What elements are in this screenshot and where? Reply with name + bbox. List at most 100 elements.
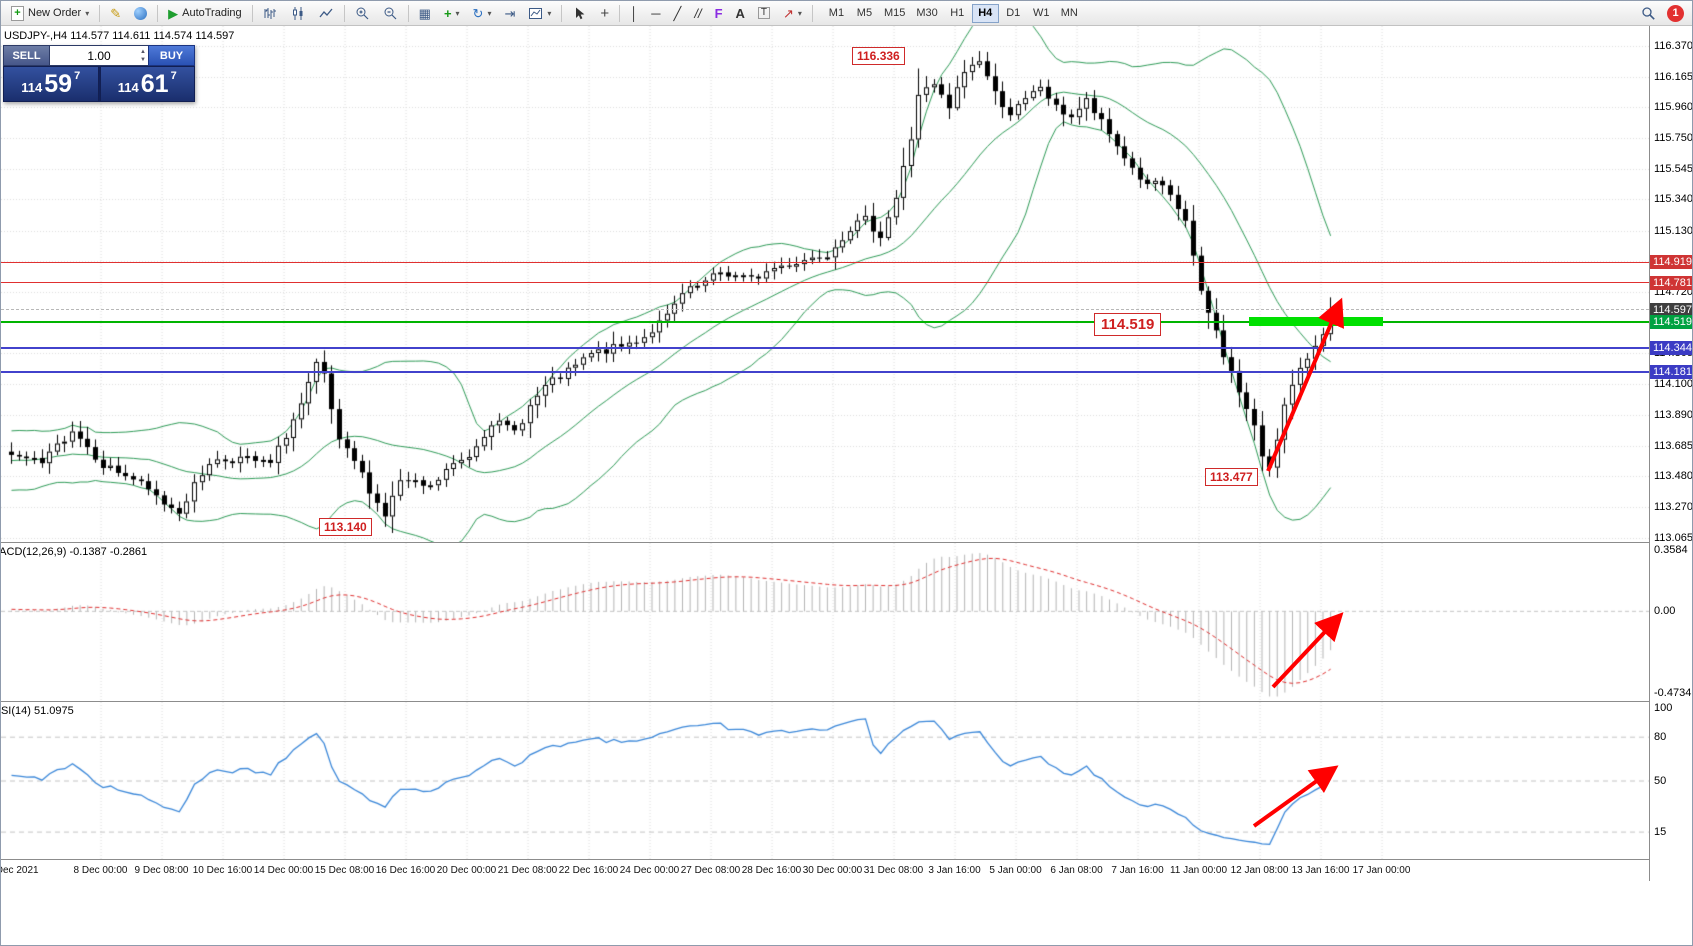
- price-axis-label: 116.165: [1654, 70, 1693, 83]
- options-button[interactable]: [128, 3, 153, 24]
- arrows-tool-button[interactable]: ↗ ▾: [777, 3, 808, 24]
- trendline-button[interactable]: ╱: [668, 3, 688, 24]
- cursor-button[interactable]: [566, 3, 593, 24]
- time-axis-label: 17 Jan 00:00: [1352, 865, 1411, 876]
- macd-label: MACD(12,26,9) -0.1387 -0.2861: [1, 546, 148, 558]
- indicators-button[interactable]: + ▾: [438, 3, 466, 24]
- ask-big: 114: [117, 79, 139, 95]
- search-button[interactable]: [1635, 3, 1662, 24]
- text-button[interactable]: A: [730, 3, 751, 24]
- trend-arrow[interactable]: [1252, 765, 1339, 828]
- text-label-button[interactable]: T: [752, 3, 776, 24]
- tile-windows-button[interactable]: ▦: [413, 3, 437, 24]
- price-axis[interactable]: 116.370 116.165 115.960 115.750 115.545 115.3…: [1649, 26, 1693, 881]
- price-tag: 114.181: [1650, 364, 1692, 379]
- vertical-line-button[interactable]: │: [624, 3, 644, 24]
- macd-indicator-canvas[interactable]: [1, 543, 1649, 701]
- price-tag: 114.597: [1650, 302, 1692, 317]
- zoom-out-button[interactable]: [377, 3, 404, 24]
- line-chart-icon: [319, 6, 334, 21]
- time-axis-label: 22 Dec 16:00: [558, 865, 619, 876]
- candlestick-chart-button[interactable]: [285, 3, 312, 24]
- horizontal-line-button[interactable]: ─: [645, 3, 666, 24]
- search-icon: [1641, 6, 1656, 21]
- price-chart-canvas[interactable]: [1, 26, 1649, 542]
- notification-badge[interactable]: 1: [1667, 4, 1684, 22]
- horizontal-line-114597[interactable]: [1, 309, 1649, 311]
- crosshair-button[interactable]: +: [594, 3, 615, 24]
- timeframe-d1[interactable]: D1: [1000, 4, 1027, 23]
- timeframe-h1[interactable]: H1: [944, 4, 971, 23]
- horizontal-line-114344[interactable]: [1, 346, 1649, 349]
- candlestick-icon: [291, 6, 306, 21]
- volume-input[interactable]: 1.00 ▲ ▼: [50, 45, 148, 66]
- time-axis-label: 11 Jan 00:00: [1169, 865, 1228, 876]
- time-axis-label: 24 Dec 00:00: [619, 865, 680, 876]
- channel-icon: //: [694, 5, 702, 21]
- chevron-down-icon: ▾: [85, 8, 90, 18]
- spinner-up-icon[interactable]: ▲: [140, 49, 146, 55]
- time-axis-label: 30 Dec 00:00: [802, 865, 863, 876]
- new-order-button[interactable]: + New Order ▾: [5, 3, 95, 24]
- equidistant-channel-button[interactable]: //: [688, 3, 707, 24]
- line-chart-button[interactable]: [313, 3, 340, 24]
- price-annotation[interactable]: 113.140: [319, 518, 372, 536]
- timeframe-mn[interactable]: MN: [1056, 4, 1083, 23]
- horizontal-line-114181[interactable]: [1, 370, 1649, 373]
- green-zone-rectangle[interactable]: [1249, 317, 1383, 326]
- templates-button[interactable]: ▾: [522, 3, 557, 24]
- autotrading-button[interactable]: ▶ AutoTrading: [162, 3, 248, 24]
- macd-axis-label: 0.00: [1654, 605, 1676, 618]
- price-annotation[interactable]: 116.336: [852, 47, 905, 65]
- timeframe-h4[interactable]: H4: [971, 3, 999, 23]
- horizontal-line-114919[interactable]: [1, 261, 1649, 263]
- price-annotation[interactable]: 114.519: [1094, 313, 1162, 336]
- zoom-in-button[interactable]: [349, 3, 376, 24]
- time-axis-label: 15 Dec 08:00: [314, 865, 375, 876]
- options-icon: [134, 6, 148, 20]
- price-annotation[interactable]: 113.477: [1205, 468, 1258, 486]
- rsi-axis-label: 15: [1654, 826, 1667, 839]
- auto-scroll-button[interactable]: ↻ ▾: [467, 3, 498, 24]
- rsi-indicator-canvas[interactable]: [1, 702, 1649, 859]
- sell-price-button[interactable]: 114 59 7: [3, 66, 99, 102]
- chart-shift-button[interactable]: ⇥: [498, 3, 521, 24]
- buy-price-button[interactable]: 114 61 7: [99, 66, 195, 102]
- pane-splitter[interactable]: [1, 701, 1692, 702]
- rsi-label: RSI(14) 51.0975: [1, 705, 74, 717]
- timeframe-toolbar: M1 M5 M15 M30 H1 H4 D1 W1 MN: [823, 3, 1083, 23]
- chevron-down-icon: ▾: [487, 8, 492, 18]
- time-axis-label: 16 Dec 16:00: [375, 865, 436, 876]
- timeframe-m5[interactable]: M5: [851, 4, 878, 23]
- ask-pips: 61: [140, 70, 169, 98]
- timeframe-m15[interactable]: M15: [879, 4, 910, 23]
- spinner-down-icon[interactable]: ▼: [140, 57, 146, 63]
- horizontal-line-114519[interactable]: [1, 320, 1649, 323]
- pane-splitter[interactable]: [1, 542, 1692, 543]
- metaeditor-button[interactable]: ✎: [104, 3, 127, 24]
- time-axis-label: 9 Dec 08:00: [134, 865, 189, 876]
- price-tag: 114.781: [1650, 275, 1692, 290]
- time-axis-label: 12 Jan 08:00: [1230, 865, 1289, 876]
- fibonacci-button[interactable]: F: [709, 3, 729, 24]
- toolbar-separator: [561, 4, 563, 22]
- pane-splitter: [1, 859, 1692, 860]
- volume-spinner[interactable]: ▲ ▼: [140, 48, 146, 64]
- timeframe-m30[interactable]: M30: [911, 4, 942, 23]
- one-click-trading-panel: SELL 1.00 ▲ ▼ BUY 114 59 7 114: [3, 45, 195, 102]
- timeframe-w1[interactable]: W1: [1028, 4, 1055, 23]
- timeframe-m1[interactable]: M1: [823, 4, 850, 23]
- text-icon: A: [735, 5, 745, 21]
- trend-arrow[interactable]: [1271, 612, 1344, 689]
- time-axis-label: 7 Dec 2021: [1, 865, 39, 876]
- bar-chart-button[interactable]: [257, 3, 284, 24]
- rsi-axis-label: 80: [1654, 731, 1667, 744]
- chevron-down-icon: ▾: [547, 8, 552, 18]
- sell-button[interactable]: SELL: [3, 45, 50, 66]
- trend-arrow[interactable]: [1266, 297, 1345, 472]
- symbol-info: USDJPY-,H4 114.577 114.611 114.574 114.5…: [4, 30, 234, 42]
- horizontal-line-icon: ─: [651, 5, 661, 21]
- horizontal-line-114781[interactable]: [1, 282, 1649, 284]
- buy-button[interactable]: BUY: [148, 45, 195, 66]
